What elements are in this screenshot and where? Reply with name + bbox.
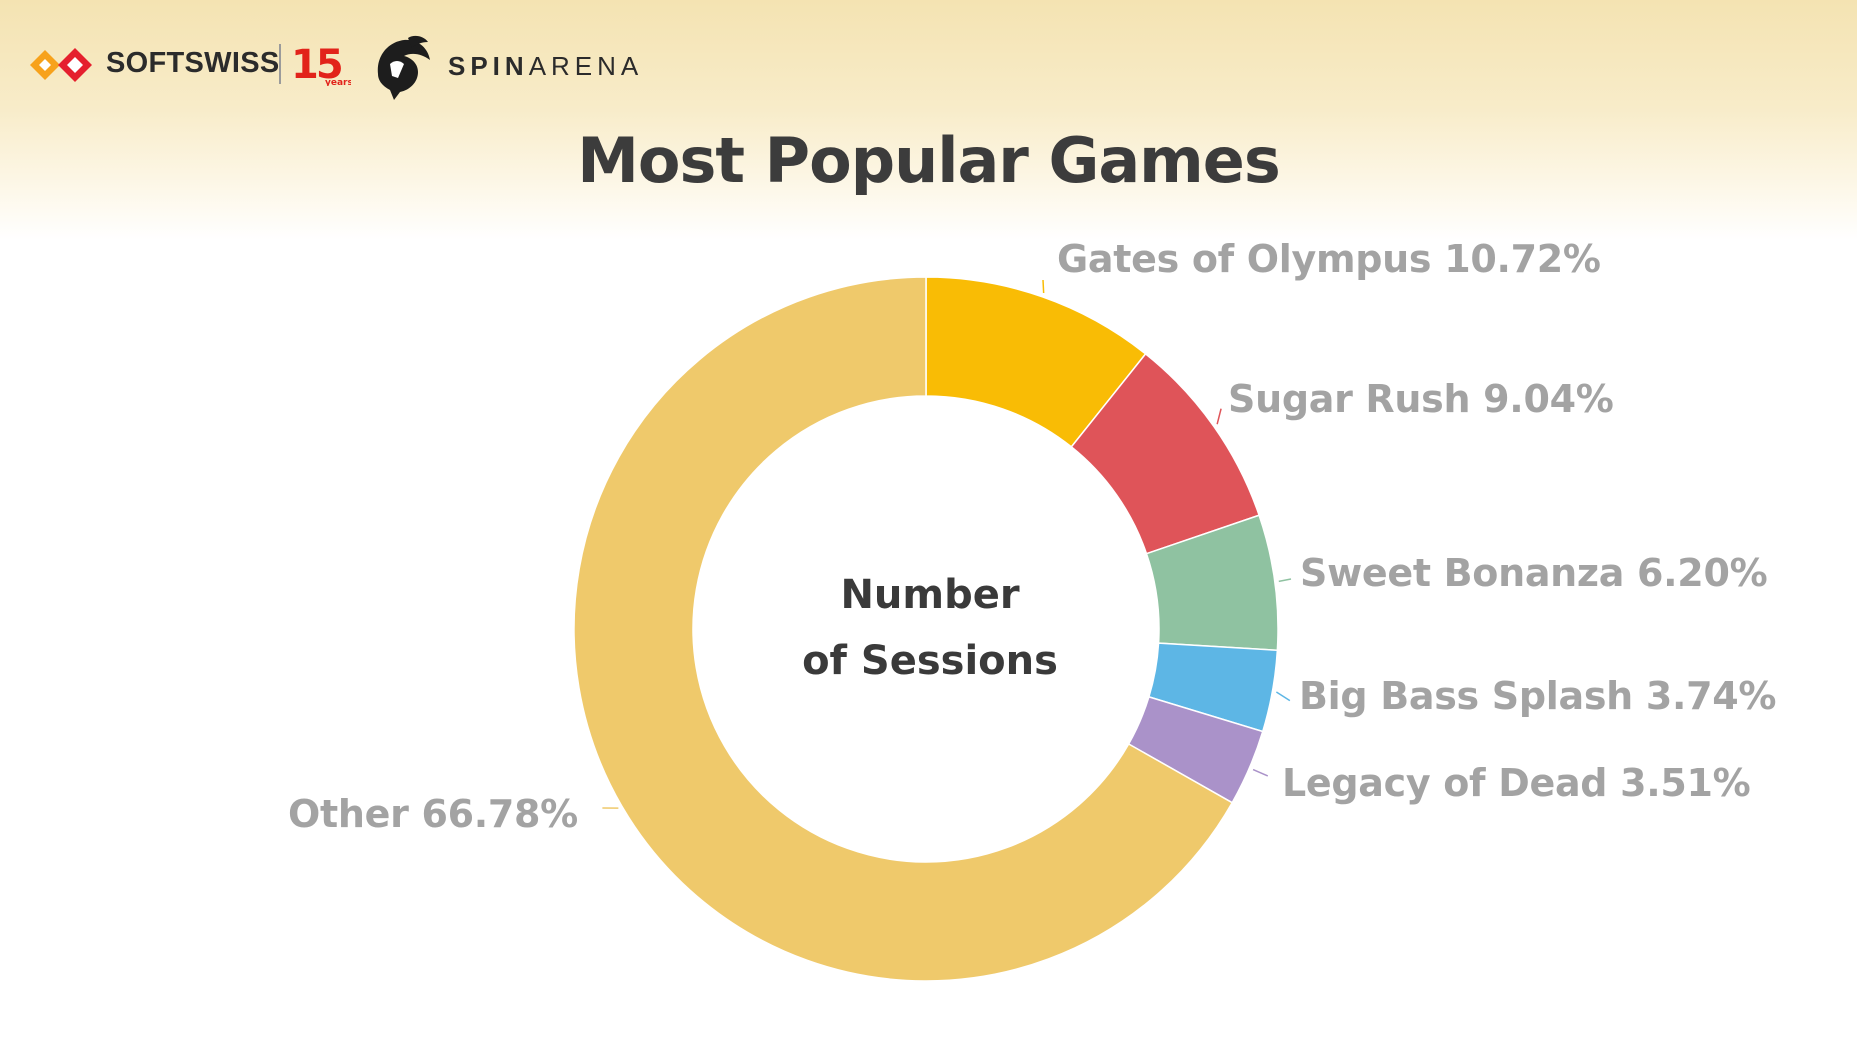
slice-label-sugar-rush: Sugar Rush 9.04% bbox=[1228, 377, 1614, 421]
leader-line-sweet-bonanza bbox=[1278, 578, 1292, 583]
center-label-line1: Number bbox=[840, 572, 1020, 618]
svg-text:years: years bbox=[325, 78, 351, 86]
leader-line-sugar-rush bbox=[1216, 408, 1222, 425]
chart-title: Most Popular Games bbox=[577, 124, 1281, 197]
spartan-helmet-icon bbox=[377, 35, 430, 100]
slice-label-gates-of-olympus: Gates of Olympus 10.72% bbox=[1057, 237, 1601, 281]
spinarena-wordmark: SPINARENA bbox=[448, 51, 644, 81]
slice-label-legacy-of-dead: Legacy of Dead 3.51% bbox=[1282, 761, 1751, 805]
svg-text:15: 15 bbox=[291, 42, 342, 86]
logo-divider bbox=[279, 44, 281, 84]
leader-line-legacy-of-dead bbox=[1252, 768, 1269, 777]
header-background bbox=[0, 0, 1857, 240]
center-label-line2: of Sessions bbox=[802, 638, 1058, 684]
softswiss-wordmark: SOFTSWISS bbox=[106, 47, 280, 79]
leader-line-big-bass-splash bbox=[1275, 691, 1291, 702]
softswiss-logo-icon bbox=[30, 48, 92, 82]
slice-label-big-bass-splash: Big Bass Splash 3.74% bbox=[1299, 674, 1777, 718]
fifteen-years-badge: 15 years bbox=[291, 42, 351, 86]
slice-label-sweet-bonanza: Sweet Bonanza 6.20% bbox=[1300, 551, 1768, 595]
donut-slice-other bbox=[573, 276, 1234, 982]
leader-line-gates-of-olympus bbox=[1042, 279, 1045, 294]
slice-label-other: Other 66.78% bbox=[288, 792, 578, 836]
